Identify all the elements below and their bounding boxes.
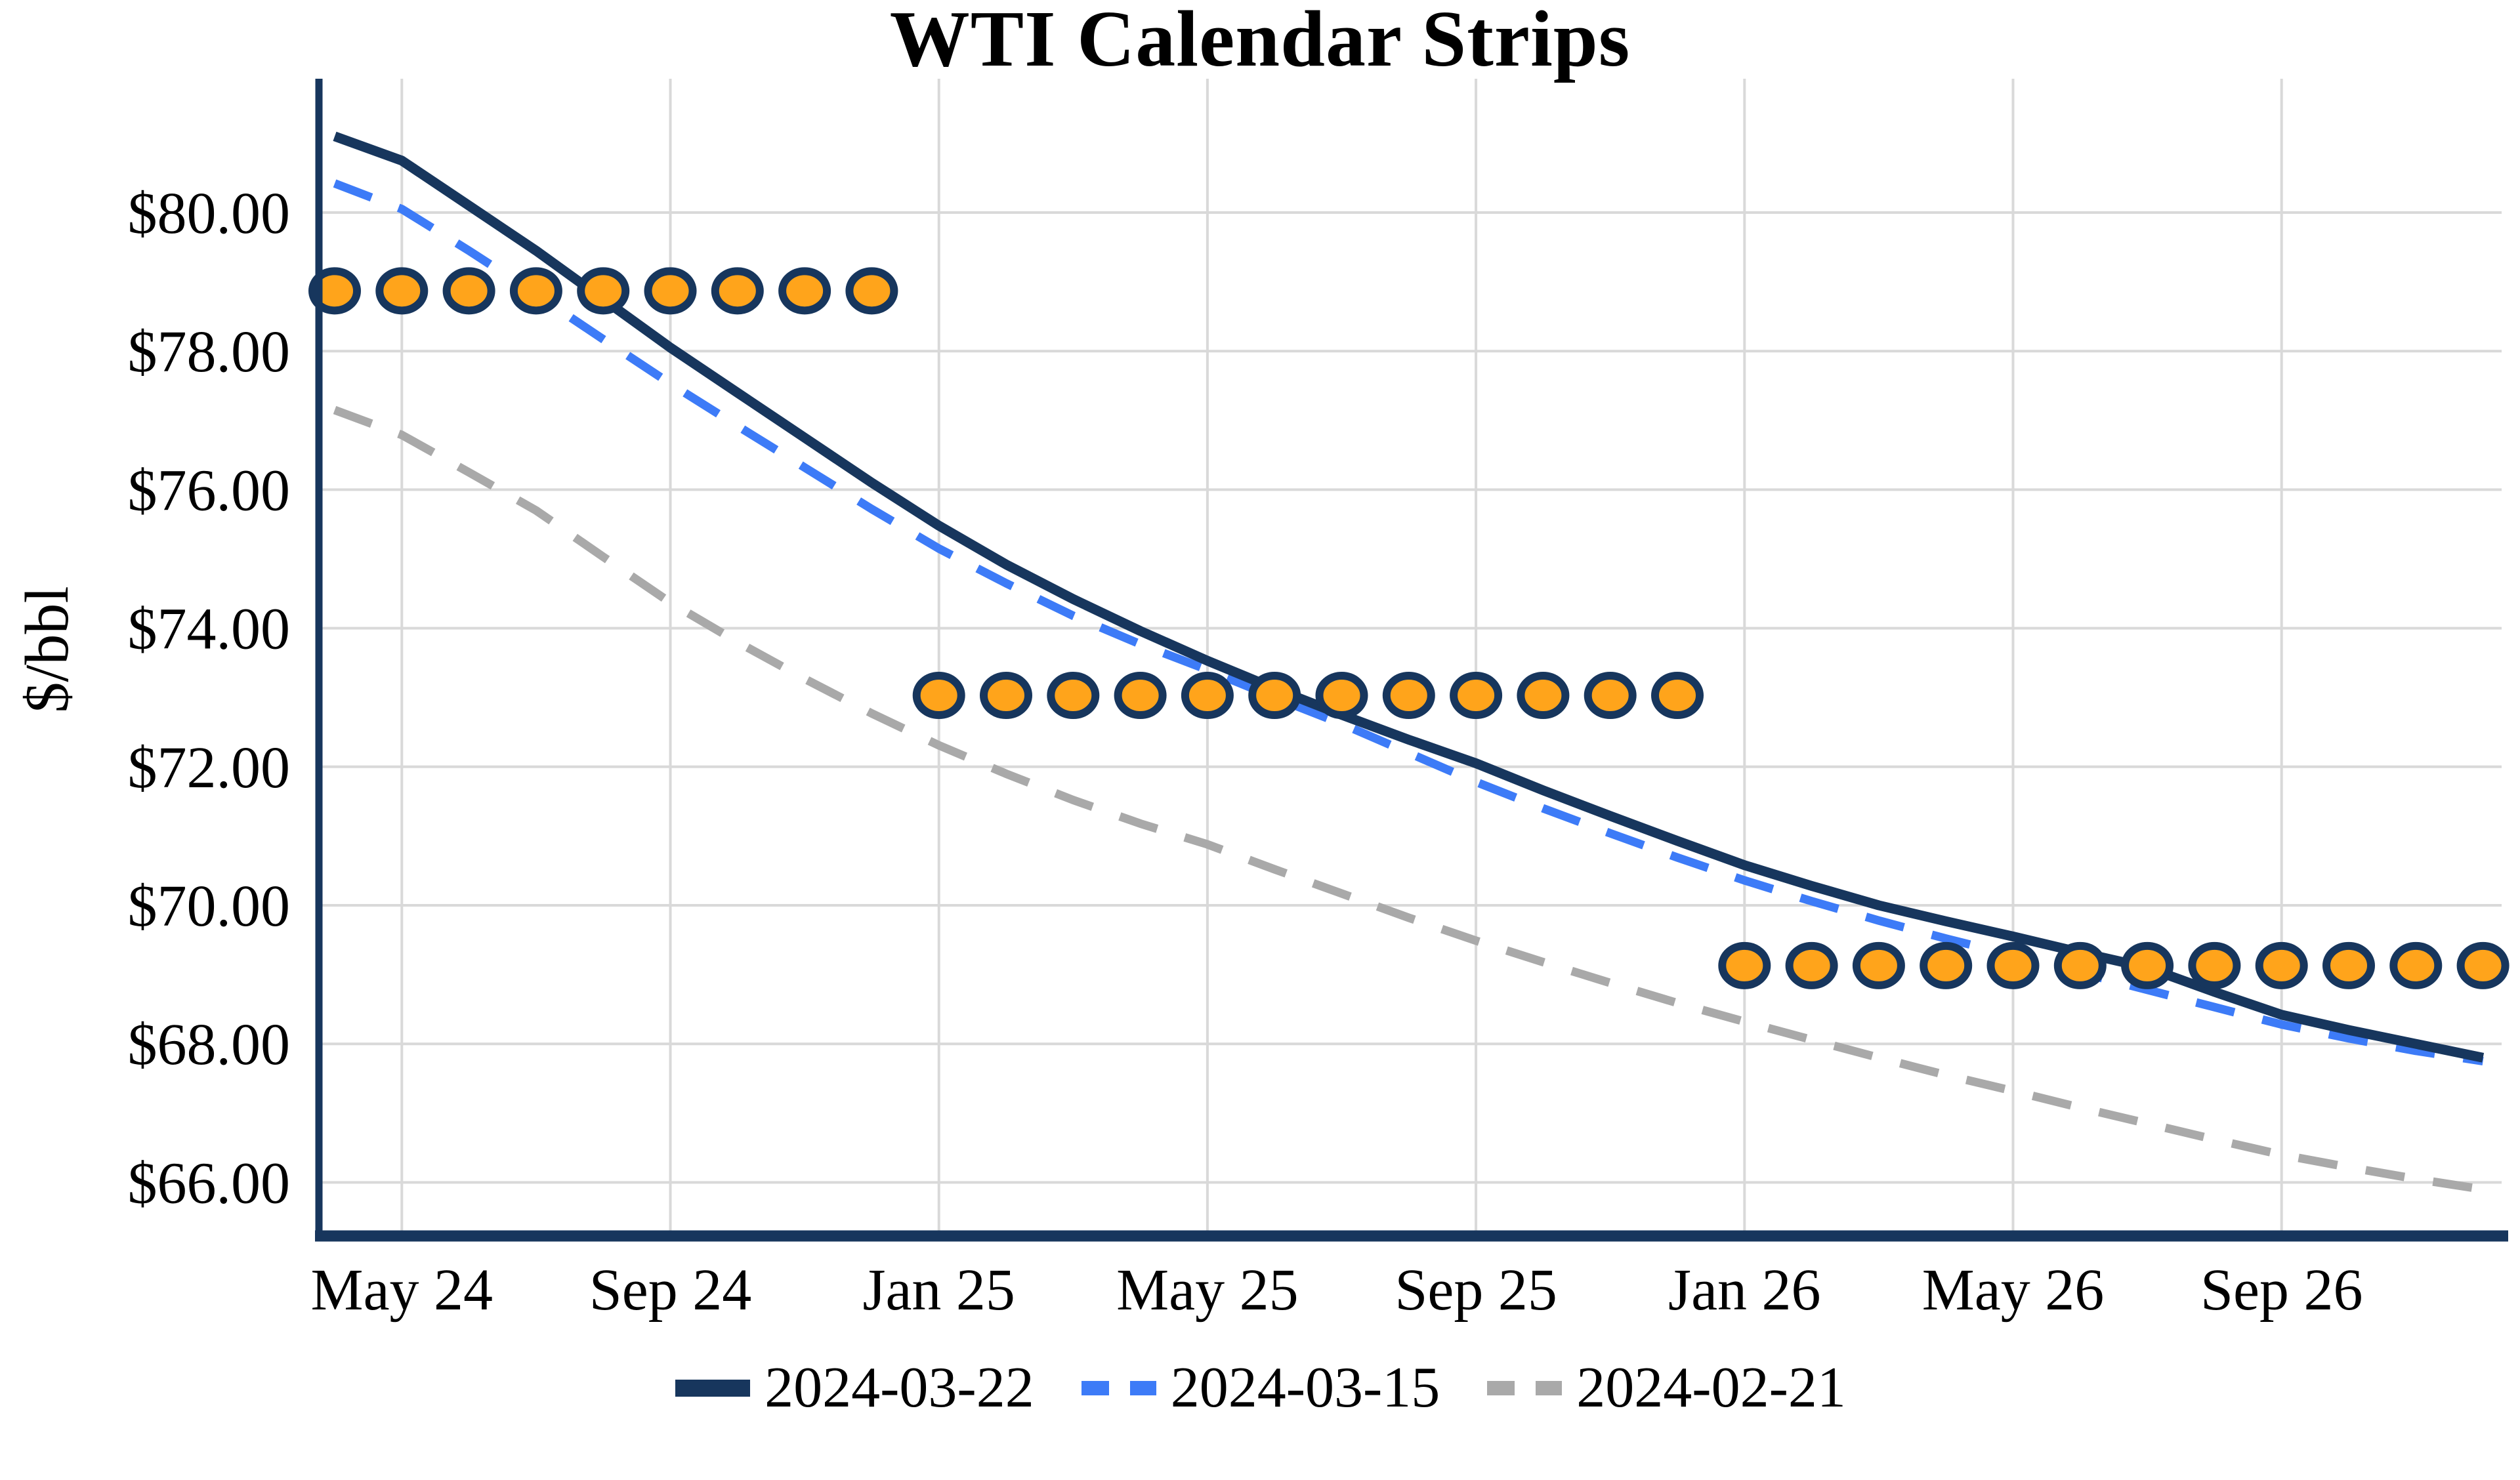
strip-marker-calendar-2025-strip xyxy=(1315,672,1368,720)
legend-label: 2024-03-22 xyxy=(765,1356,1034,1420)
strip-marker-calendar-2026-strip xyxy=(2322,941,2375,989)
y-tick-label: $66.00 xyxy=(128,1151,291,1216)
strip-marker-balance-2024-strip xyxy=(711,267,764,315)
strip-marker-balance-2024-strip xyxy=(509,267,562,315)
y-tick-label: $70.00 xyxy=(128,874,291,939)
y-tick-label: $76.00 xyxy=(128,458,291,523)
strip-marker-calendar-2026-strip xyxy=(2456,941,2510,989)
legend-label: 2024-02-21 xyxy=(1576,1356,1846,1420)
strip-marker-calendar-2025-strip xyxy=(1248,672,1301,720)
y-tick-label: $72.00 xyxy=(128,735,291,800)
x-tick-label: Sep 24 xyxy=(589,1258,752,1323)
chart-title: WTI Calendar Strips xyxy=(889,0,1631,83)
strip-marker-balance-2024-strip xyxy=(375,267,429,315)
legend: 2024-03-22 2024-03-15 2024-02-21 xyxy=(0,1359,2520,1417)
strip-marker-calendar-2025-strip xyxy=(1517,672,1570,720)
strip-marker-balance-2024-strip xyxy=(577,267,630,315)
y-axis-title: $/bbl xyxy=(13,586,81,713)
strip-marker-calendar-2026-strip xyxy=(1718,941,1771,989)
strip-marker-calendar-2025-strip xyxy=(1047,672,1100,720)
legend-swatch-2024-03-15 xyxy=(1081,1381,1156,1395)
y-tick-label: $78.00 xyxy=(128,319,291,384)
legend-label: 2024-03-15 xyxy=(1170,1356,1440,1420)
y-tick-label: $80.00 xyxy=(128,181,291,246)
strip-marker-calendar-2026-strip xyxy=(1852,941,1905,989)
strip-marker-balance-2024-strip xyxy=(644,267,697,315)
strip-marker-calendar-2026-strip xyxy=(2188,941,2241,989)
legend-item-2024-03-22: 2024-03-22 xyxy=(674,1359,1034,1417)
x-tick-label: May 24 xyxy=(311,1258,493,1323)
strip-marker-calendar-2026-strip xyxy=(2389,941,2443,989)
y-tick-label: $74.00 xyxy=(128,597,291,662)
legend-swatch-2024-02-21 xyxy=(1487,1381,1563,1395)
strip-marker-calendar-2026-strip xyxy=(1920,941,1973,989)
x-tick-label: May 26 xyxy=(1922,1258,2104,1323)
x-tick-label: Jan 26 xyxy=(1668,1258,1820,1323)
strip-marker-calendar-2026-strip xyxy=(2255,941,2308,989)
series-line-2024-02-21 xyxy=(333,405,2484,1194)
strip-marker-calendar-2026-strip xyxy=(2053,941,2107,989)
strip-marker-calendar-2026-strip xyxy=(2121,941,2174,989)
strip-marker-calendar-2025-strip xyxy=(980,672,1032,720)
strip-marker-calendar-2025-strip xyxy=(1114,672,1167,720)
series-line-2024-03-15 xyxy=(333,179,2484,1066)
legend-item-2024-03-15: 2024-03-15 xyxy=(1080,1359,1440,1417)
strip-marker-calendar-2025-strip xyxy=(1382,672,1435,720)
strip-marker-calendar-2025-strip xyxy=(1584,672,1637,720)
legend-swatch-2024-03-22 xyxy=(675,1380,751,1397)
strip-marker-balance-2024-strip xyxy=(442,267,495,315)
strip-marker-balance-2024-strip xyxy=(308,267,361,315)
strip-marker-calendar-2026-strip xyxy=(1986,941,2040,989)
x-tick-label: Jan 25 xyxy=(862,1258,1015,1323)
strip-marker-calendar-2025-strip xyxy=(1181,672,1234,720)
x-tick-label: Sep 26 xyxy=(2200,1258,2363,1323)
y-tick-label: $68.00 xyxy=(128,1012,291,1077)
x-tick-label: Sep 25 xyxy=(1395,1258,1557,1323)
strip-marker-calendar-2026-strip xyxy=(1785,941,1838,989)
strip-marker-balance-2024-strip xyxy=(845,267,898,315)
strip-marker-calendar-2025-strip xyxy=(1651,672,1704,720)
strip-marker-calendar-2025-strip xyxy=(912,672,965,720)
strip-marker-balance-2024-strip xyxy=(778,267,831,315)
strip-marker-calendar-2025-strip xyxy=(1450,672,1503,720)
legend-item-2024-02-21: 2024-02-21 xyxy=(1486,1359,1846,1417)
x-tick-label: May 25 xyxy=(1116,1258,1298,1323)
